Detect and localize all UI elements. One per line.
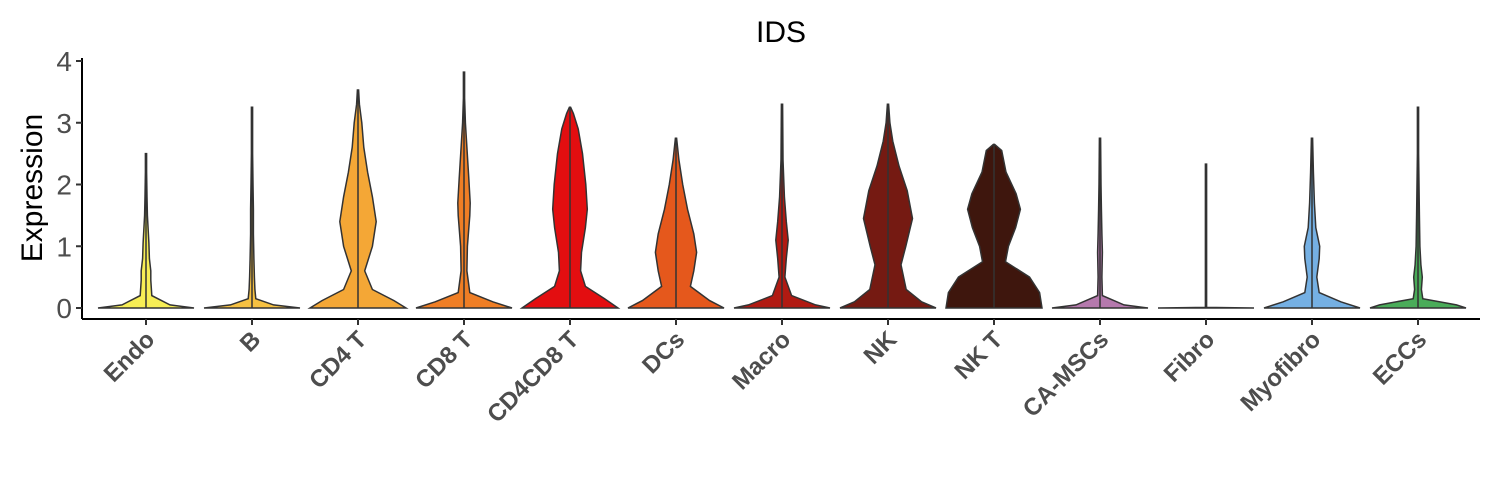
x-tick-label: Endo xyxy=(99,326,161,388)
y-axis: 0 1 2 3 4 xyxy=(56,46,83,324)
x-tick-label: Macro xyxy=(727,326,796,395)
x-axis: Endo B CD4 T CD8 T CD4CD8 T DCs Macro NK NK T CA-… xyxy=(82,318,1480,428)
x-tick-label: CD4CD8 T xyxy=(482,326,584,428)
x-tick-label: Fibro xyxy=(1159,326,1221,388)
x-tick-label: DCs xyxy=(637,326,690,379)
y-tick-label: 4 xyxy=(56,46,72,77)
y-tick-label: 0 xyxy=(56,293,72,324)
x-tick-label: NK xyxy=(859,326,903,370)
x-tick-label: CA-MSCs xyxy=(1018,326,1114,422)
y-axis-label: Expression xyxy=(16,114,49,262)
x-tick-label: NK T xyxy=(950,326,1009,385)
x-tick-label: B xyxy=(235,326,266,357)
y-tick-label: 1 xyxy=(56,231,72,262)
y-tick-label: 3 xyxy=(56,108,72,139)
x-tick-label: CD4 T xyxy=(304,326,372,394)
violins-group xyxy=(97,71,1467,309)
x-tick-label: ECCs xyxy=(1368,326,1432,390)
x-tick-label: Myofibro xyxy=(1236,326,1327,417)
y-tick-label: 2 xyxy=(56,170,72,201)
x-tick-label: CD8 T xyxy=(410,326,478,394)
chart-title: IDS xyxy=(756,16,806,49)
